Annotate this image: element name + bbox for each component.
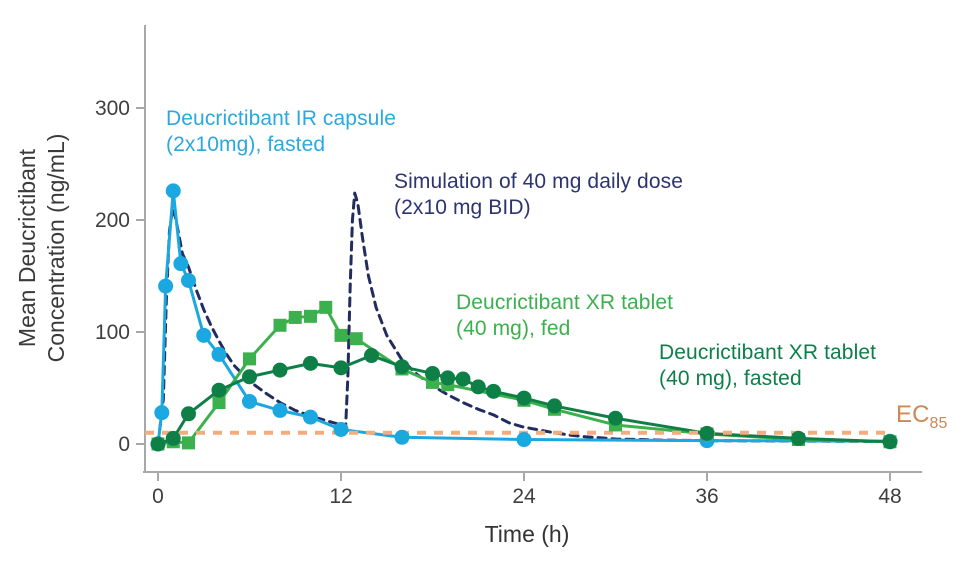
x-tick-label: 12 — [329, 485, 352, 508]
marker-xr_fasted — [486, 383, 501, 399]
marker-ir_fasted — [196, 327, 212, 343]
y-tick-label: 100 — [95, 321, 130, 344]
marker-ir_fasted — [242, 393, 257, 409]
series-label-fed-line2: (40 mg), fed — [456, 317, 571, 341]
marker-xr_fasted — [425, 365, 440, 381]
marker-xr_fasted — [440, 370, 456, 386]
marker-ir_fasted — [154, 405, 170, 421]
marker-xr_fasted — [455, 371, 471, 387]
x-tick-label: 24 — [512, 485, 536, 508]
x-axis-title: Time (h) — [484, 521, 570, 547]
marker-xr_fasted — [699, 425, 715, 441]
y-tick-label: 0 — [118, 433, 130, 456]
y-axis-title: Mean Deucrictibant Concentration (ng/mL) — [13, 28, 71, 468]
marker-ir_fasted — [516, 432, 532, 448]
series-line-ir_fasted — [156, 189, 892, 446]
series-label-xr-fasted: Deucrictibant XR tablet (40 mg), fasted — [659, 340, 876, 392]
marker-ir_fasted — [333, 421, 349, 437]
marker-xr_fasted — [242, 369, 257, 385]
marker-xr_fed — [243, 352, 256, 366]
ec85-label-sub: 85 — [929, 414, 948, 432]
y-axis-title-line2: Concentration (ng/mL) — [42, 133, 69, 363]
marker-ir_fasted — [272, 402, 288, 418]
ec85-label-base: EC — [896, 401, 930, 428]
x-tick-label: 48 — [878, 485, 901, 508]
marker-xr_fasted — [547, 398, 562, 414]
marker-xr_fed — [273, 318, 287, 332]
marker-xr_fasted — [516, 390, 532, 406]
marker-xr_fasted — [150, 436, 166, 452]
marker-xr_fasted — [882, 434, 898, 450]
marker-ir_fasted — [303, 409, 318, 425]
marker-xr_fasted — [211, 382, 227, 398]
marker-xr_fed — [319, 300, 333, 314]
series-label-fed-line1: Deucrictibant XR tablet — [456, 291, 674, 314]
marker-xr_fed — [212, 396, 226, 410]
series-label-ir-capsule: Deucrictibant IR capsule (2x10mg), faste… — [166, 106, 396, 158]
x-tick-label: 0 — [152, 485, 164, 508]
marker-xr_fed — [349, 332, 363, 346]
marker-xr_fasted — [364, 348, 379, 364]
series-label-fasted-line2: (40 mg), fasted — [659, 367, 802, 391]
marker-xr_fed — [304, 309, 317, 323]
marker-ir_fasted — [158, 278, 174, 294]
marker-xr_fasted — [791, 430, 806, 446]
marker-xr_fasted — [394, 359, 410, 375]
series-label-ir-line2: (2x10mg), fasted — [166, 133, 326, 157]
marker-xr_fasted — [272, 362, 288, 378]
marker-xr_fasted — [303, 355, 318, 371]
series-label-sim-line1: Simulation of 40 mg daily dose — [394, 170, 683, 193]
marker-xr_fed — [334, 328, 348, 342]
marker-xr_fasted — [333, 360, 349, 376]
marker-ir_fasted — [211, 346, 227, 362]
series-label-fasted-line1: Deucrictibant XR tablet — [659, 341, 877, 364]
marker-xr_fasted — [470, 379, 486, 395]
marker-xr_fasted — [165, 430, 181, 446]
marker-ir_fasted — [181, 272, 196, 288]
y-tick-label: 200 — [95, 209, 130, 232]
marker-xr_fed — [288, 310, 302, 324]
series-label-xr-fed: Deucrictibant XR tablet (40 mg), fed — [456, 290, 673, 342]
marker-xr_fasted — [608, 410, 623, 426]
x-tick-label: 36 — [695, 485, 718, 508]
marker-ir_fasted — [173, 256, 189, 272]
marker-ir_fasted — [165, 183, 181, 199]
series-label-ir-line1: Deucrictibant IR capsule — [166, 107, 397, 130]
y-tick-label: 300 — [95, 97, 130, 120]
marker-xr_fasted — [181, 406, 196, 422]
series-label-sim-line2: (2x10 mg BID) — [394, 196, 531, 220]
marker-ir_fasted — [394, 429, 410, 445]
marker-xr_fed — [182, 436, 195, 450]
y-axis-title-line1: Mean Deucrictibant — [14, 148, 40, 348]
ec85-threshold-label: EC85 — [896, 400, 948, 434]
series-line-simulation — [156, 191, 892, 446]
series-label-simulation: Simulation of 40 mg daily dose (2x10 mg … — [394, 169, 683, 221]
